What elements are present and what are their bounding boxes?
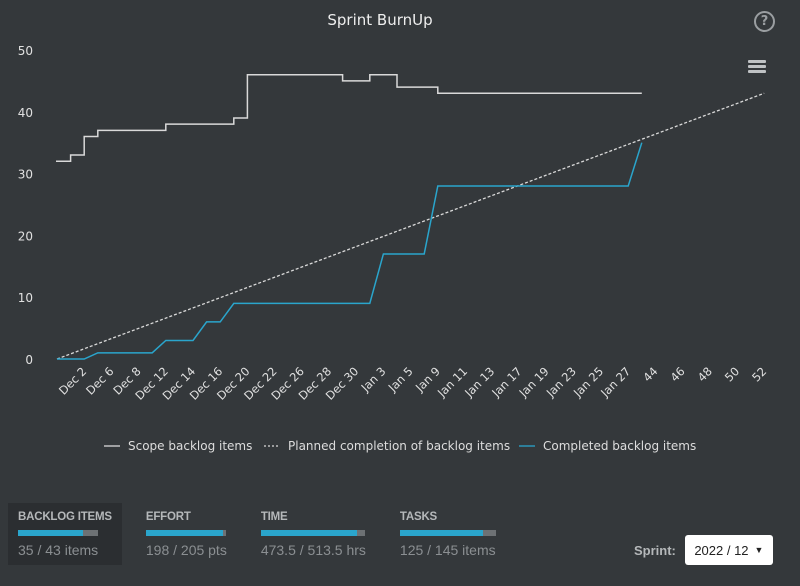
x-tick-label: Jan 17 <box>488 364 524 400</box>
legend-item: Planned completion of backlog items <box>288 439 510 453</box>
x-tick-label: Jan 5 <box>385 364 416 395</box>
stat-time[interactable]: TIME 473.5 / 513.5 hrs <box>251 503 376 565</box>
x-tick-label: Jan 23 <box>543 364 579 400</box>
stats-panel: BACKLOG ITEMS 35 / 43 items EFFORT 198 /… <box>8 503 520 565</box>
x-tick-label: 50 <box>722 364 742 384</box>
x-tick-label: Dec 2 <box>56 364 89 397</box>
stat-value: 198 / 205 pts <box>145 542 227 558</box>
x-tick-label: 48 <box>695 364 715 384</box>
x-tick-label: 46 <box>667 364 687 384</box>
legend-item: Completed backlog items <box>543 439 696 453</box>
progress-bar <box>145 530 226 536</box>
hamburger-menu-icon[interactable] <box>748 60 766 75</box>
x-tick-label: Jan 3 <box>358 364 389 395</box>
y-tick-label: 30 <box>18 168 33 182</box>
stat-value: 35 / 43 items <box>18 542 99 558</box>
y-tick-label: 0 <box>25 353 33 367</box>
stat-label: EFFORT <box>145 511 191 523</box>
stat-effort[interactable]: EFFORT 198 / 205 pts <box>136 503 237 565</box>
x-tick-label: Jan 19 <box>516 364 552 400</box>
progress-bar <box>399 530 496 536</box>
series-line-2 <box>57 142 643 360</box>
progress-bar <box>18 530 98 536</box>
stat-tasks[interactable]: TASKS 125 / 145 items <box>390 503 506 565</box>
caret-down-icon: ▼ <box>754 545 764 555</box>
stat-label: TASKS <box>399 511 438 523</box>
sprint-dropdown[interactable]: 2022 / 12 ▼ <box>684 535 773 565</box>
sprint-selector: Sprint: 2022 / 12 ▼ <box>634 535 773 565</box>
x-tick-label: 44 <box>640 364 660 384</box>
y-tick-label: 50 <box>18 44 33 58</box>
y-tick-label: 40 <box>18 106 33 120</box>
series-line-0 <box>56 73 642 162</box>
x-tick-label: 52 <box>749 364 769 384</box>
help-circle-icon[interactable]: ? <box>754 11 775 32</box>
series-line-1 <box>56 92 765 360</box>
x-tick-label: Jan 11 <box>434 364 470 400</box>
stat-value: 473.5 / 513.5 hrs <box>260 542 366 558</box>
x-tick-label: Jan 25 <box>570 364 606 400</box>
x-tick-label: Jan 27 <box>597 364 633 400</box>
stat-value: 125 / 145 items <box>399 542 496 558</box>
legend-item: Scope backlog items <box>128 439 252 453</box>
y-tick-label: 20 <box>18 229 33 243</box>
progress-bar <box>260 530 365 536</box>
sprint-label: Sprint: <box>634 542 676 558</box>
stat-backlog-items[interactable]: BACKLOG ITEMS 35 / 43 items <box>8 503 122 565</box>
sprint-value: 2022 / 12 <box>694 542 749 558</box>
x-tick-label: Dec 6 <box>83 364 116 397</box>
chart-title: Sprint BurnUp <box>327 11 432 29</box>
stat-label: TIME <box>260 511 288 523</box>
x-tick-label: Jan 13 <box>461 364 497 400</box>
stat-label: BACKLOG ITEMS <box>18 511 112 523</box>
y-tick-label: 10 <box>18 291 33 305</box>
